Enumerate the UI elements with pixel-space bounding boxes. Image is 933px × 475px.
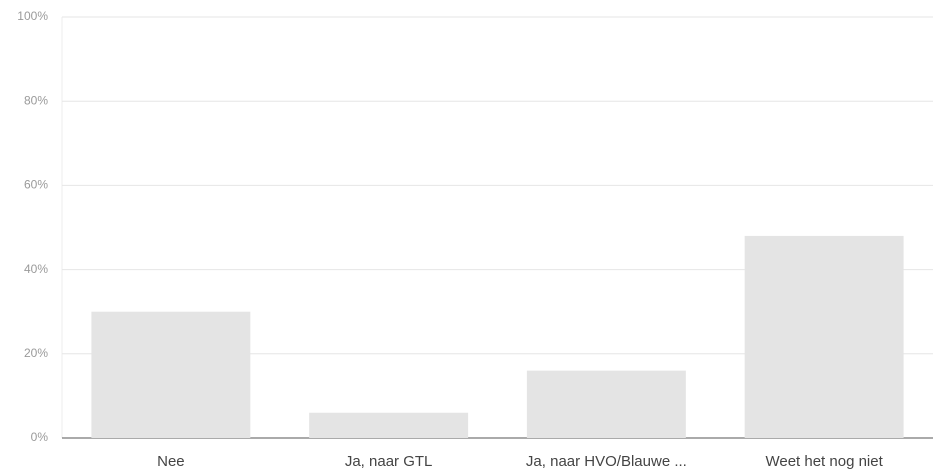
bar: [526, 370, 686, 438]
bar: [309, 412, 469, 438]
x-tick-label: Weet het nog niet: [765, 453, 883, 470]
y-tick-label: 80%: [24, 93, 48, 107]
y-tick-label: 40%: [24, 262, 48, 276]
x-tick-label: Ja, naar HVO/Blauwe ...: [526, 453, 687, 470]
x-tick-label: Nee: [157, 453, 185, 470]
y-tick-label: 0%: [31, 430, 49, 444]
bar: [91, 311, 251, 438]
y-tick-label: 100%: [17, 9, 48, 23]
y-tick-label: 20%: [24, 346, 48, 360]
bar: [744, 235, 904, 438]
y-tick-label: 60%: [24, 178, 48, 192]
x-tick-label: Ja, naar GTL: [345, 453, 433, 470]
